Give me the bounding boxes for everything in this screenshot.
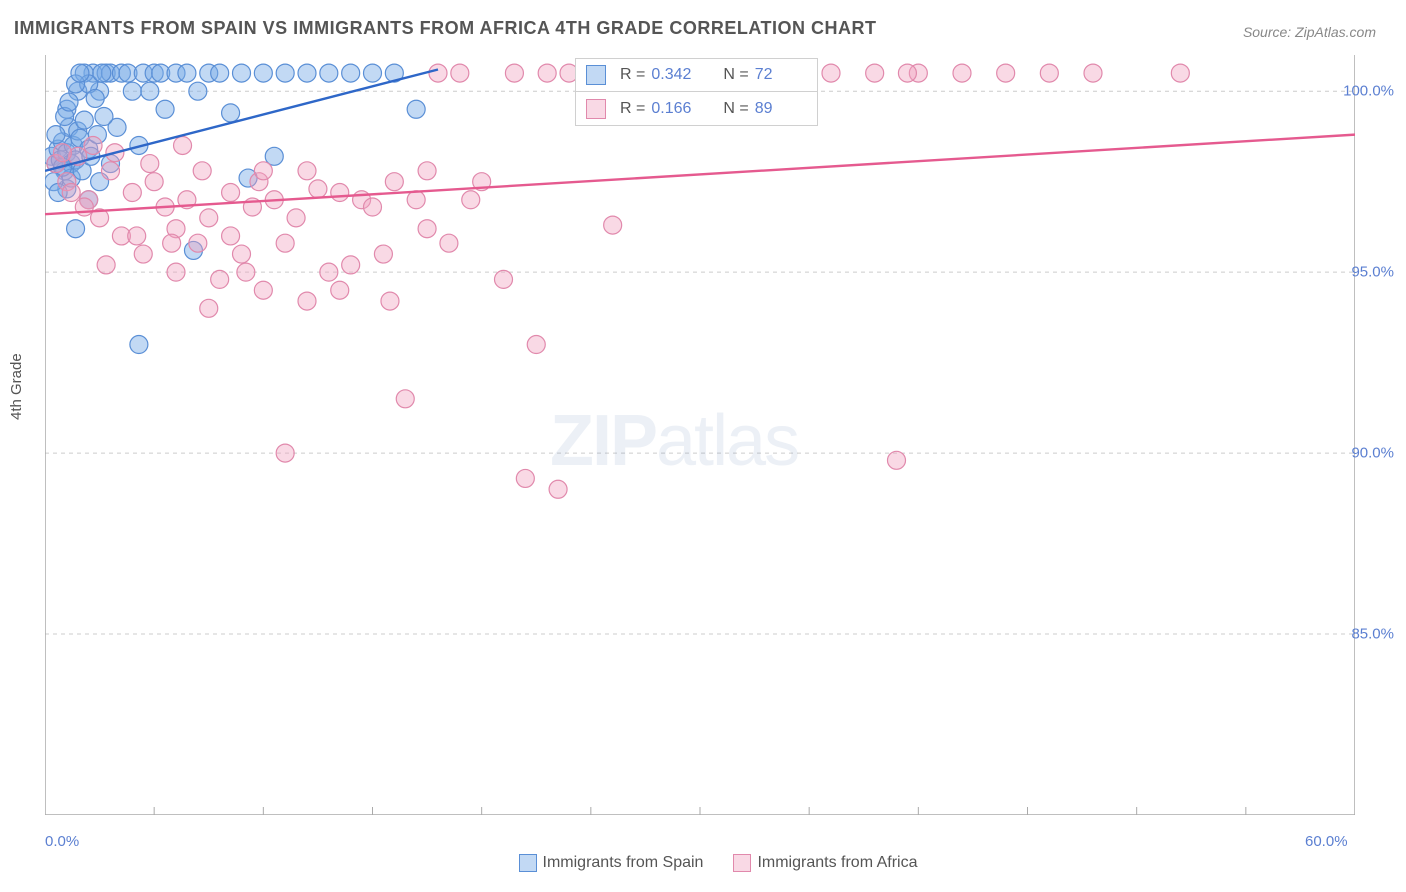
legend-n-value: 89 xyxy=(755,100,803,118)
legend-row: R = 0.342 N = 72 xyxy=(575,58,818,92)
scatter-plot xyxy=(45,55,1355,815)
legend-n-label: N = xyxy=(723,100,748,118)
legend-r-label: R = xyxy=(620,100,645,118)
y-tick-label: 100.0% xyxy=(1343,83,1394,100)
correlation-legend: R = 0.342 N = 72 R = 0.166 N = 89 xyxy=(575,58,818,126)
chart-title: IMMIGRANTS FROM SPAIN VS IMMIGRANTS FROM… xyxy=(14,18,876,39)
series-swatch xyxy=(519,854,537,872)
y-axis-label: 4th Grade xyxy=(8,353,25,420)
legend-n-label: N = xyxy=(723,66,748,84)
series-label: Immigrants from Africa xyxy=(757,854,917,871)
series-legend: Immigrants from Spain Immigrants from Afr… xyxy=(0,854,1406,872)
y-tick-label: 95.0% xyxy=(1351,264,1394,281)
legend-row: R = 0.166 N = 89 xyxy=(575,92,818,126)
y-tick-label: 85.0% xyxy=(1351,626,1394,643)
legend-swatch xyxy=(586,65,606,85)
legend-r-value: 0.342 xyxy=(651,66,699,84)
legend-swatch xyxy=(586,99,606,119)
series-swatch xyxy=(733,854,751,872)
source-attribution: Source: ZipAtlas.com xyxy=(1243,24,1376,40)
legend-r-label: R = xyxy=(620,66,645,84)
x-tick-label: 0.0% xyxy=(45,833,79,850)
legend-r-value: 0.166 xyxy=(651,100,699,118)
x-tick-label: 60.0% xyxy=(1305,833,1348,850)
series-label: Immigrants from Spain xyxy=(543,854,704,871)
legend-n-value: 72 xyxy=(755,66,803,84)
y-tick-label: 90.0% xyxy=(1351,445,1394,462)
